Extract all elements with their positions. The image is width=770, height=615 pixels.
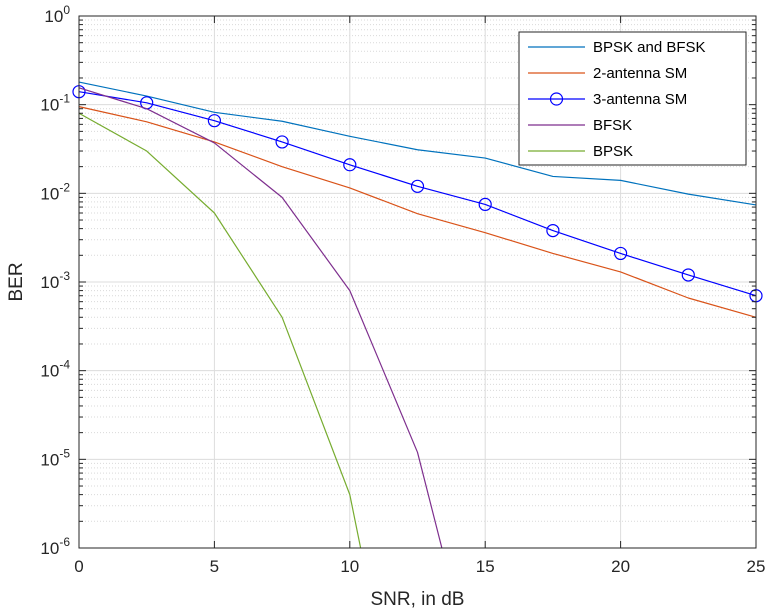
- series-1: [78, 106, 757, 318]
- y-tick-label: 10-5: [40, 446, 70, 469]
- y-tick-label: 100: [44, 3, 70, 26]
- series-0: [78, 81, 757, 206]
- x-tick-label: 15: [476, 557, 495, 576]
- legend-label: 2-antenna SM: [593, 65, 687, 82]
- data-point-marker: [546, 223, 560, 238]
- legend-label: BPSK and BFSK: [593, 39, 706, 56]
- y-tick-label: 10-2: [40, 180, 70, 203]
- legend-label: 3-antenna SM: [593, 91, 687, 108]
- x-tick-label: 10: [340, 557, 359, 576]
- y-tick-label-exponent: 0: [63, 3, 70, 17]
- y-tick-label: 10-1: [40, 92, 70, 115]
- data-point-marker: [478, 197, 492, 212]
- legend: BPSK and BFSK 2-antenna SM 3-antenna SM BFS…: [518, 31, 747, 166]
- data-point-marker: [613, 246, 628, 261]
- y-axis-label: BER: [6, 262, 27, 301]
- series-line: [78, 81, 757, 206]
- x-tick-label: 0: [74, 557, 83, 576]
- data-point-marker: [681, 268, 695, 282]
- series-line: [78, 112, 362, 549]
- data-point-marker: [410, 179, 425, 193]
- series-line: [78, 87, 443, 549]
- y-tick-label-exponent: -5: [59, 446, 70, 460]
- legend-label: BFSK: [593, 117, 632, 134]
- y-tick-label-exponent: -1: [59, 92, 70, 106]
- data-point-marker: [275, 135, 289, 149]
- series-3: [78, 87, 443, 549]
- y-tick-label-base: 10: [40, 273, 59, 292]
- axis-ticks: [78, 15, 757, 549]
- y-tick-label-base: 10: [44, 7, 63, 26]
- legend-label: BPSK: [593, 143, 633, 160]
- legend-marker: [549, 92, 564, 106]
- y-tick-label-exponent: -4: [59, 358, 70, 372]
- x-tick-label: 20: [611, 557, 630, 576]
- y-tick-label-exponent: -3: [59, 269, 70, 283]
- y-tick-label-base: 10: [40, 450, 59, 469]
- x-axis-label: SNR, in dB: [371, 589, 465, 610]
- y-tick-label-base: 10: [40, 539, 59, 558]
- series-line: [78, 106, 757, 318]
- y-tick-label: 10-6: [40, 535, 70, 558]
- series-4: [78, 112, 362, 549]
- y-tick-label-exponent: -2: [59, 180, 70, 194]
- data-point-marker: [207, 114, 221, 128]
- y-tick-label: 10-3: [40, 269, 70, 292]
- data-point-marker: [343, 158, 357, 172]
- x-tick-label: 5: [210, 557, 219, 576]
- x-tick-labels: 0 5 10 15 20 25: [74, 557, 765, 576]
- y-tick-label: 10-4: [40, 358, 70, 381]
- y-tick-label-exponent: -6: [59, 535, 70, 549]
- y-tick-label-base: 10: [40, 362, 59, 381]
- y-tick-label-base: 10: [40, 96, 59, 115]
- y-tick-label-base: 10: [40, 184, 59, 203]
- series-line: [78, 91, 757, 297]
- x-tick-label: 25: [747, 557, 766, 576]
